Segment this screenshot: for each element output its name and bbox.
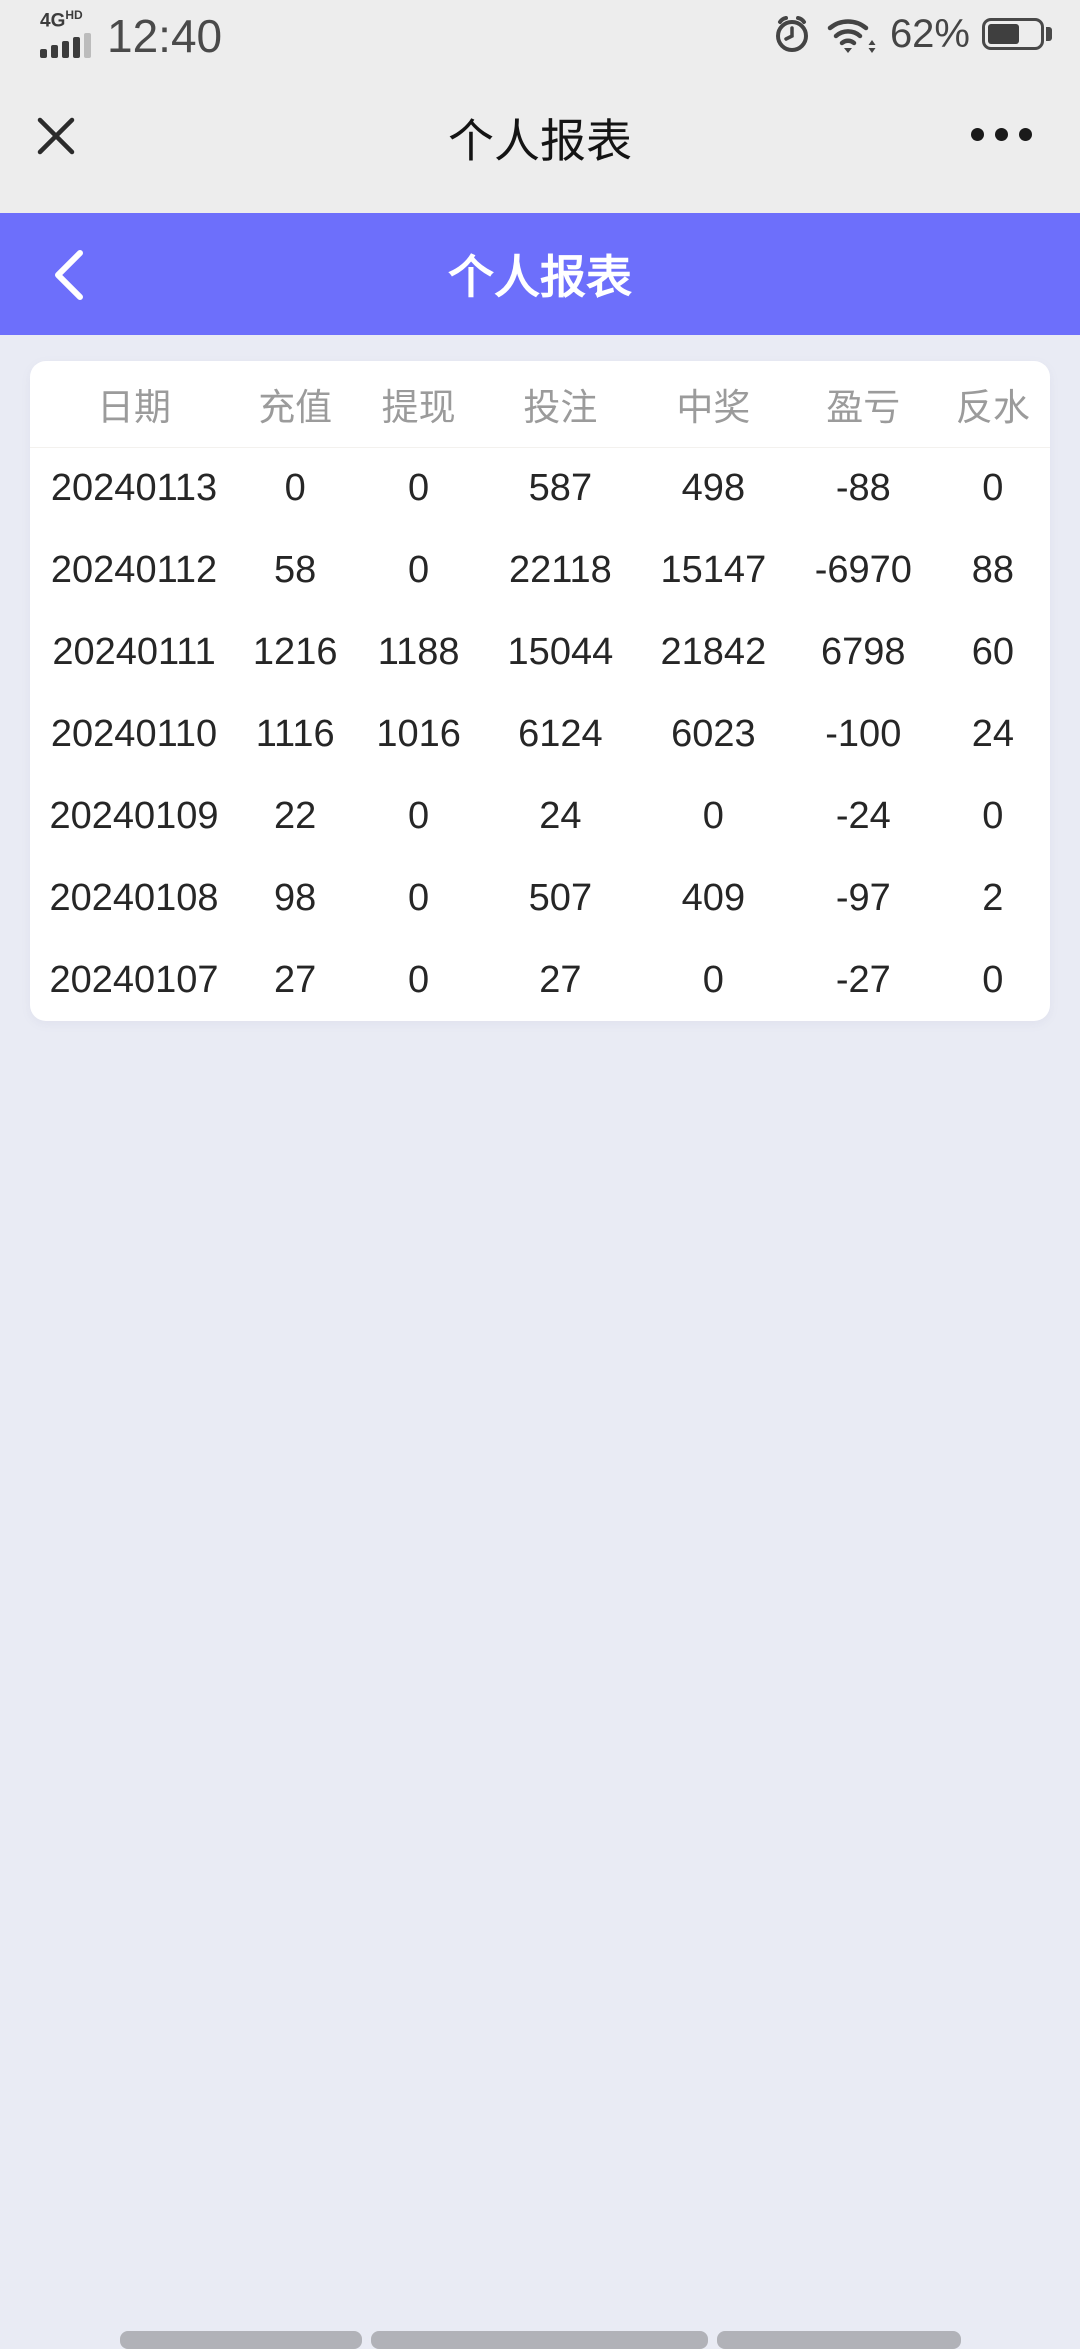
table-cell: 409 [681, 876, 746, 919]
table-cell: 24 [539, 794, 582, 837]
table-cell: 0 [982, 958, 1004, 1001]
table-cell: 21842 [660, 630, 767, 673]
table-cell: 507 [528, 876, 593, 919]
table-row: 20240110 1116 1016 6124 6023 -100 24 [30, 693, 1050, 775]
table-cell: 6023 [671, 712, 756, 755]
dot-icon [971, 128, 984, 141]
table-cell: 6124 [518, 712, 603, 755]
mini-program-navbar: 个人报表 [0, 62, 1080, 213]
more-menu-button[interactable] [971, 128, 1032, 141]
battery-percent-label: 62% [889, 11, 970, 56]
table-cell: 20240110 [50, 712, 218, 755]
table-cell: 0 [982, 794, 1004, 837]
column-header: 中奖 [635, 361, 791, 448]
table-cell: 1216 [252, 630, 338, 673]
table-cell: 0 [408, 466, 430, 509]
table-cell: 15147 [660, 548, 767, 591]
report-title: 个人报表 [448, 251, 632, 303]
table-cell: -6970 [814, 548, 912, 591]
alarm-icon [775, 16, 808, 52]
dot-icon [995, 128, 1008, 141]
column-header: 日期 [30, 361, 239, 448]
table-cell: 88 [971, 548, 1014, 591]
table-cell: -97 [835, 876, 891, 919]
table-cell: 24 [971, 712, 1014, 755]
table-row: 20240113 0 0 587 498 -88 0 [30, 447, 1050, 529]
close-icon[interactable] [34, 114, 78, 158]
table-cell: 0 [408, 794, 430, 837]
column-header: 投注 [484, 361, 636, 448]
table-cell: 98 [274, 876, 317, 919]
table-cell: 2 [982, 876, 1004, 919]
status-bar: 4GHD 12:40 62% [0, 0, 1080, 62]
bottom-bar-segment[interactable] [371, 2331, 708, 2349]
page-title: 个人报表 [448, 114, 632, 167]
table-cell: 20240113 [50, 466, 218, 509]
bottom-bar-segment[interactable] [120, 2331, 362, 2349]
table-cell: 58 [274, 548, 317, 591]
wifi-icon [827, 19, 876, 53]
table-cell: 498 [681, 466, 746, 509]
network-type-label: 4GHD [40, 8, 83, 32]
table-cell: 0 [702, 794, 724, 837]
column-header: 盈亏 [790, 361, 936, 448]
table-cell: -88 [835, 466, 891, 509]
table-cell: 20240111 [52, 630, 216, 673]
battery-fill [988, 24, 1019, 44]
column-header: 提现 [352, 361, 485, 448]
dot-icon [1019, 128, 1032, 141]
table-cell: 20240107 [49, 958, 219, 1001]
table-cell: 587 [528, 466, 593, 509]
cellular-signal-icon: 4GHD [40, 6, 91, 58]
table-row: 20240111 1216 1188 15044 21842 6798 60 [30, 611, 1050, 693]
table-header-row: 日期 充值 提现 投注 中奖 盈亏 反水 [30, 361, 1050, 448]
table-cell: 1016 [376, 712, 461, 755]
clock-time: 12:40 [107, 9, 223, 62]
table-row: 20240109 22 0 24 0 -24 0 [30, 775, 1050, 857]
table-cell: 0 [284, 466, 306, 509]
table-body: 20240113 0 0 587 498 -88 0 20240112 58 0 22118 1514… [30, 447, 1050, 1021]
table-cell: 1188 [377, 630, 460, 673]
table-cell: 0 [408, 958, 430, 1001]
column-header: 反水 [935, 361, 1050, 448]
table-cell: 60 [971, 630, 1014, 673]
table-cell: -27 [835, 958, 891, 1001]
table-cell: 15044 [507, 630, 614, 673]
table-cell: -100 [825, 712, 902, 755]
table-cell: 6798 [821, 630, 906, 673]
table-cell: -24 [835, 794, 891, 837]
table-cell: 22118 [508, 548, 612, 591]
table-row: 20240112 58 0 22118 15147 -6970 88 [30, 529, 1050, 611]
battery-icon [982, 18, 1052, 50]
table-cell: 0 [702, 958, 724, 1001]
back-chevron-icon[interactable] [50, 247, 88, 303]
table-cell: 20240112 [50, 548, 218, 591]
bottom-bars [0, 2320, 1080, 2349]
table-cell: 20240108 [49, 876, 219, 919]
signal-bars-icon [40, 32, 91, 58]
report-table: 日期 充值 提现 投注 中奖 盈亏 反水 20240113 0 0 587 498 -88 0 20240… [30, 361, 1050, 1021]
table-cell: 20240109 [49, 794, 219, 837]
column-header: 充值 [238, 361, 353, 448]
table-cell: 0 [982, 466, 1004, 509]
report-header: 个人报表 [0, 213, 1080, 335]
table-cell: 22 [274, 794, 317, 837]
table-row: 20240108 98 0 507 409 -97 2 [30, 857, 1050, 939]
report-card: 日期 充值 提现 投注 中奖 盈亏 反水 20240113 0 0 587 498 -88 0 20240… [30, 361, 1050, 1021]
table-row: 20240107 27 0 27 0 -27 0 [30, 939, 1050, 1021]
table-cell: 1116 [255, 712, 335, 755]
table-cell: 0 [408, 548, 430, 591]
table-cell: 27 [539, 958, 582, 1001]
table-cell: 0 [408, 876, 430, 919]
table-cell: 27 [274, 958, 317, 1001]
bottom-bar-segment[interactable] [717, 2331, 961, 2349]
